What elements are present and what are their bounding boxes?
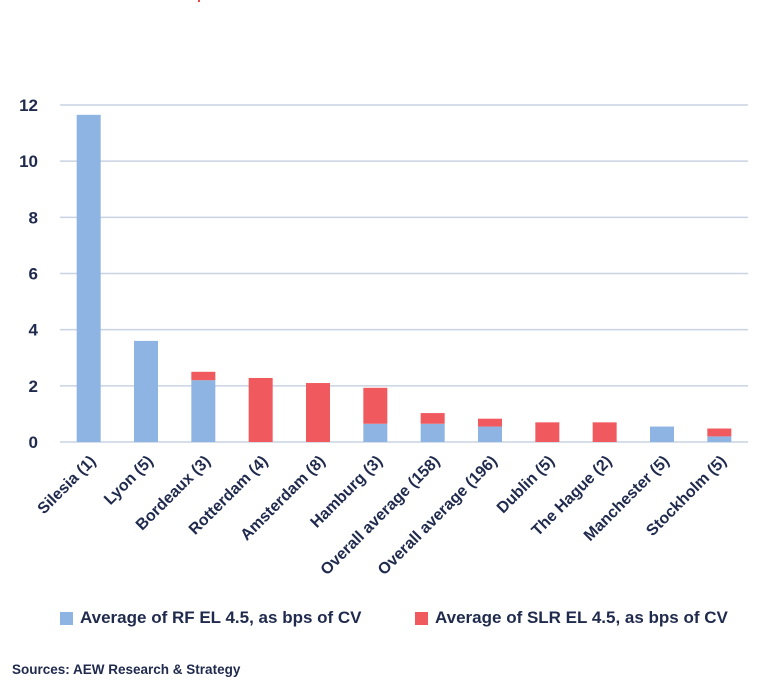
y-tick-label: 10 xyxy=(19,152,38,171)
y-tick-label: 4 xyxy=(29,321,39,340)
bar-segment xyxy=(248,377,273,442)
bar-segment xyxy=(535,422,560,442)
source-note: Sources: AEW Research & Strategy xyxy=(12,662,241,677)
bar-segment xyxy=(420,423,445,442)
bar-segment xyxy=(191,380,216,442)
bar-segment xyxy=(707,436,732,442)
legend-swatch-slr xyxy=(415,611,428,625)
legend: Average of RF EL 4.5, as bps of CV Avera… xyxy=(40,608,760,638)
legend-label-rf: Average of RF EL 4.5, as bps of CV xyxy=(80,608,362,627)
y-tick-label: 0 xyxy=(29,433,38,452)
x-tick-label: Overall average (196) xyxy=(375,453,501,579)
bar-segment xyxy=(363,387,388,424)
legend-swatch-rf xyxy=(60,611,73,625)
y-tick-label: 12 xyxy=(19,96,38,115)
y-tick-label: 8 xyxy=(29,208,38,227)
bar-segment xyxy=(134,340,158,442)
bar-segment xyxy=(707,428,732,437)
bar-segment xyxy=(478,426,502,442)
bar-segment xyxy=(363,423,388,442)
decorative-dot xyxy=(198,0,200,2)
y-tick-label: 2 xyxy=(29,377,38,396)
bar-segment xyxy=(191,371,216,381)
y-tick-label: 6 xyxy=(29,265,38,284)
legend-item-rf: Average of RF EL 4.5, as bps of CV xyxy=(60,608,362,628)
bar-segment xyxy=(592,422,617,442)
bar-segment xyxy=(76,114,101,443)
bar-segment xyxy=(650,426,674,442)
x-tick-label: Lyon (5) xyxy=(101,453,157,509)
legend-label-slr: Average of SLR EL 4.5, as bps of CV xyxy=(435,608,728,627)
x-tick-label: Silesia (1) xyxy=(35,453,100,518)
bar-segment xyxy=(478,418,502,427)
legend-item-slr: Average of SLR EL 4.5, as bps of CV xyxy=(415,608,728,628)
bar-segment xyxy=(420,413,445,424)
bar-segment xyxy=(306,383,330,442)
